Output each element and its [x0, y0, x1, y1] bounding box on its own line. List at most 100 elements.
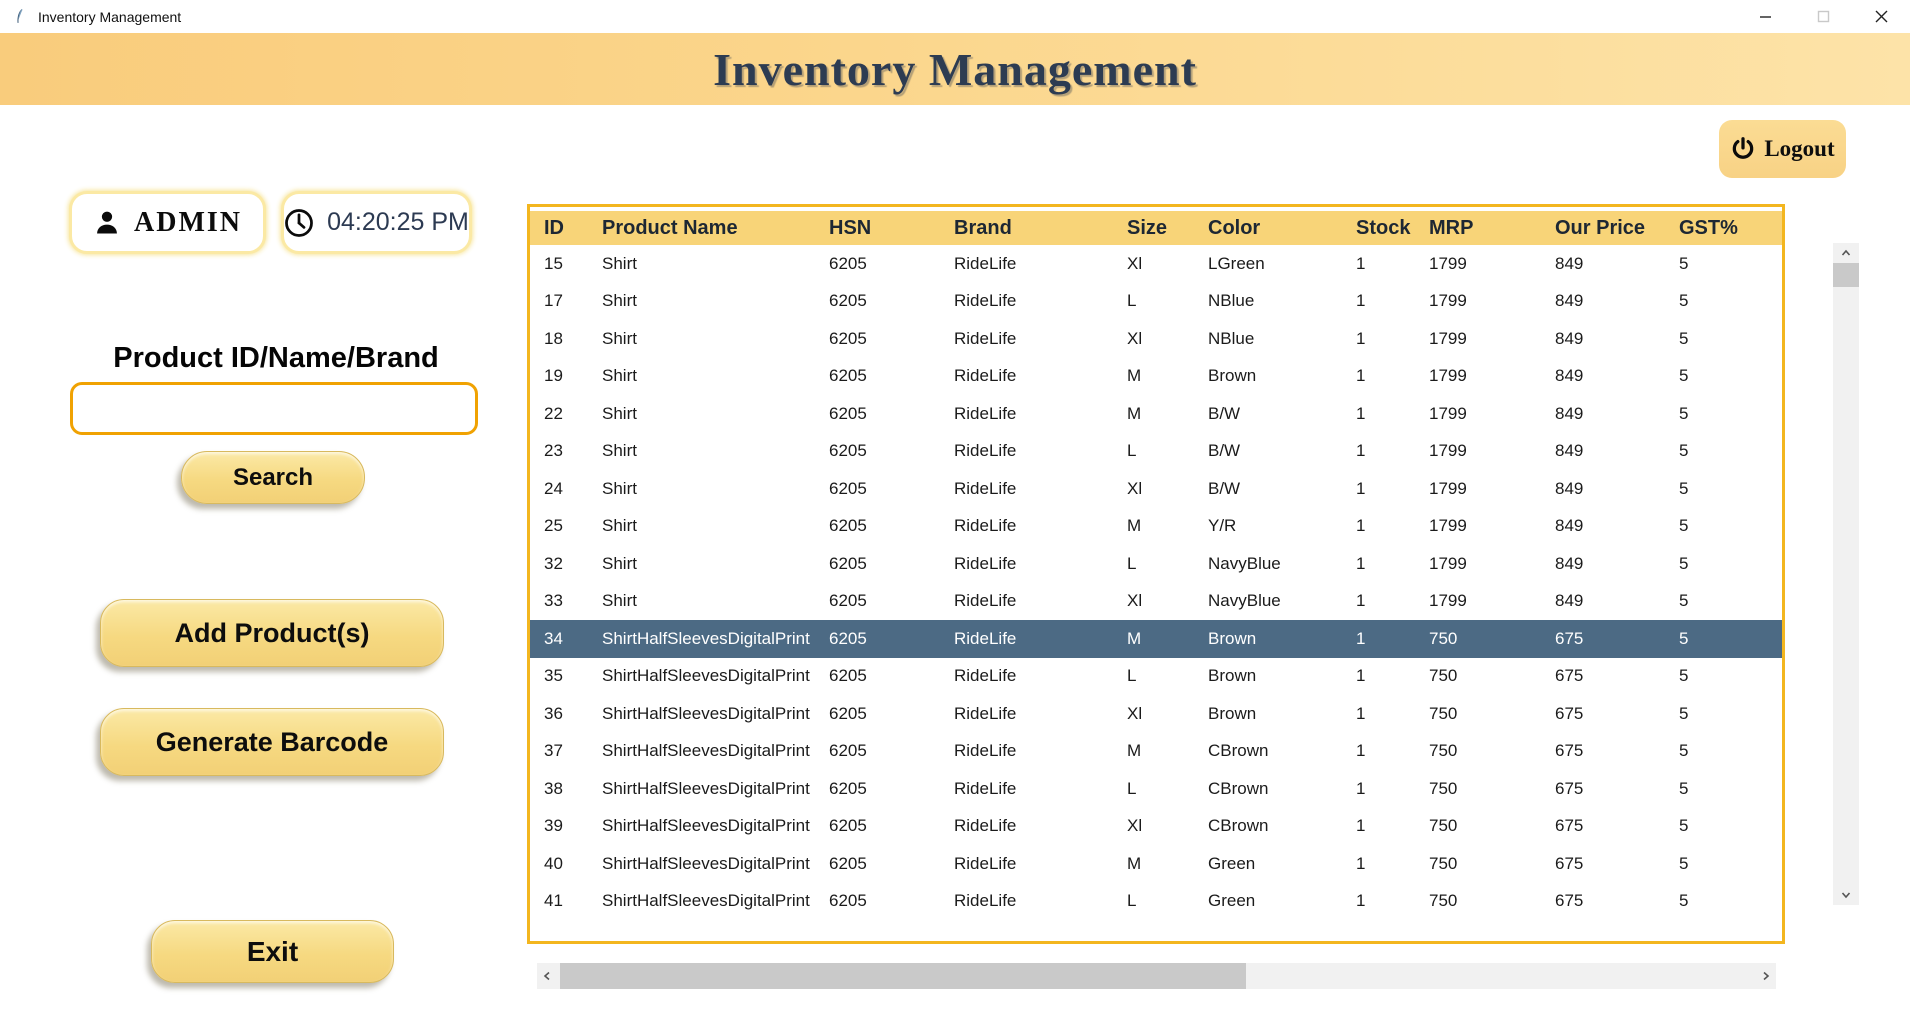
table-row[interactable]: 40 ShirtHalfSleevesDigitalPrint 6205 RideLi…	[530, 845, 1782, 883]
table-cell: RideLife	[954, 628, 1017, 648]
table-cell: 33	[544, 591, 563, 611]
table-cell: 1	[1356, 703, 1366, 723]
table-cell: 849	[1555, 553, 1584, 573]
search-input[interactable]	[70, 382, 478, 435]
table-row[interactable]: 35 ShirtHalfSleevesDigitalPrint 6205 RideLi…	[530, 657, 1782, 695]
table-cell: 1	[1356, 891, 1366, 911]
logout-button[interactable]: Logout	[1719, 120, 1846, 178]
table-row[interactable]: 38 ShirtHalfSleevesDigitalPrint 6205 RideLi…	[530, 770, 1782, 808]
table-row[interactable]: 24 Shirt 6205 RideLife Xl B/W 1 1799 849 5	[530, 470, 1782, 508]
scroll-right-icon[interactable]	[1756, 963, 1776, 989]
table-cell: 675	[1555, 853, 1584, 873]
table-cell: 40	[544, 853, 563, 873]
table-row[interactable]: 25 Shirt 6205 RideLife M Y/R 1 1799 849 5	[530, 507, 1782, 545]
table-cell: 849	[1555, 403, 1584, 423]
table-row[interactable]: 18 Shirt 6205 RideLife Xl NBlue 1 1799 849 5	[530, 320, 1782, 358]
table-row[interactable]: 19 Shirt 6205 RideLife M Brown 1 1799 849 5	[530, 357, 1782, 395]
column-header: HSN	[829, 216, 872, 239]
table-cell: 5	[1679, 591, 1689, 611]
add-products-button[interactable]: Add Product(s)	[100, 599, 444, 667]
table-cell: 750	[1429, 778, 1458, 798]
table-cell: Shirt	[602, 553, 637, 573]
table-row[interactable]: 32 Shirt 6205 RideLife L NavyBlue 1 1799 849 5	[530, 545, 1782, 583]
table-cell: 675	[1555, 741, 1584, 761]
table-cell: Xl	[1127, 253, 1143, 273]
table-cell: 5	[1679, 553, 1689, 573]
table-row[interactable]: 22 Shirt 6205 RideLife M B/W 1 1799 849 5	[530, 395, 1782, 433]
table-cell: 17	[544, 291, 563, 311]
table-cell: 1	[1356, 366, 1366, 386]
table-cell: RideLife	[954, 553, 1017, 573]
table-cell: M	[1127, 853, 1142, 873]
table-cell: B/W	[1208, 478, 1241, 498]
table-cell: RideLife	[954, 253, 1017, 273]
maximize-button[interactable]	[1794, 0, 1852, 33]
table-cell: 5	[1679, 853, 1689, 873]
table-cell: 849	[1555, 366, 1584, 386]
table-cell: 5	[1679, 366, 1689, 386]
table-row[interactable]: 37 ShirtHalfSleevesDigitalPrint 6205 RideLi…	[530, 732, 1782, 770]
table-cell: 41	[544, 891, 563, 911]
table-cell: 750	[1429, 853, 1458, 873]
table-cell: CBrown	[1208, 778, 1269, 798]
table-cell: RideLife	[954, 516, 1017, 536]
table-cell: 5	[1679, 816, 1689, 836]
table-cell: 6205	[829, 666, 867, 686]
table-cell: 37	[544, 741, 563, 761]
column-header: MRP	[1429, 216, 1474, 239]
table-row-selected[interactable]: 34 ShirtHalfSleevesDigitalPrint 6205 RideLi…	[530, 620, 1782, 658]
table-cell: Shirt	[602, 591, 637, 611]
table-row[interactable]: 15 Shirt 6205 RideLife Xl LGreen 1 1799 849 5	[530, 245, 1782, 283]
table-cell: 750	[1429, 741, 1458, 761]
vertical-scrollbar[interactable]	[1833, 243, 1859, 905]
table-cell: 750	[1429, 816, 1458, 836]
table-cell: 6205	[829, 291, 867, 311]
table-cell: LGreen	[1208, 253, 1265, 273]
table-cell: M	[1127, 741, 1142, 761]
table-cell: 24	[544, 478, 563, 498]
exit-button[interactable]: Exit	[151, 920, 394, 983]
search-button[interactable]: Search	[181, 451, 365, 504]
table-cell: 5	[1679, 628, 1689, 648]
table-row[interactable]: 41 ShirtHalfSleevesDigitalPrint 6205 RideLi…	[530, 882, 1782, 920]
table-row[interactable]: 36 ShirtHalfSleevesDigitalPrint 6205 RideLi…	[530, 695, 1782, 733]
generate-barcode-button[interactable]: Generate Barcode	[100, 708, 444, 776]
table-row[interactable]: 23 Shirt 6205 RideLife L B/W 1 1799 849 5	[530, 432, 1782, 470]
column-header: Product Name	[602, 216, 738, 239]
horizontal-scrollbar[interactable]	[537, 963, 1776, 989]
table-cell: 849	[1555, 253, 1584, 273]
table-cell: 750	[1429, 891, 1458, 911]
scroll-up-icon[interactable]	[1833, 243, 1859, 263]
minimize-button[interactable]	[1736, 0, 1794, 33]
table-cell: 6205	[829, 891, 867, 911]
column-header: Size	[1127, 216, 1168, 239]
table-cell: 36	[544, 703, 563, 723]
table-cell: 5	[1679, 328, 1689, 348]
scroll-down-icon[interactable]	[1833, 885, 1859, 905]
table-cell: 6205	[829, 816, 867, 836]
table-cell: Shirt	[602, 516, 637, 536]
table-cell: 1799	[1429, 291, 1467, 311]
column-header: GST%	[1679, 216, 1738, 239]
table-cell: 675	[1555, 891, 1584, 911]
search-label: Product ID/Name/Brand	[113, 342, 439, 374]
scroll-left-icon[interactable]	[537, 963, 557, 989]
table-cell: Shirt	[602, 328, 637, 348]
table-cell: ShirtHalfSleevesDigitalPrint	[602, 853, 810, 873]
table-cell: NavyBlue	[1208, 591, 1281, 611]
table-cell: Xl	[1127, 478, 1143, 498]
close-button[interactable]	[1852, 0, 1910, 33]
table-row[interactable]: 39 ShirtHalfSleevesDigitalPrint 6205 RideLi…	[530, 807, 1782, 845]
window-titlebar: Inventory Management	[0, 0, 1910, 33]
table-row[interactable]: 33 Shirt 6205 RideLife Xl NavyBlue 1 1799 849 5	[530, 582, 1782, 620]
table-cell: 32	[544, 553, 563, 573]
vertical-scroll-thumb[interactable]	[1833, 263, 1859, 287]
clock-badge: 04:20:25 PM	[281, 191, 472, 254]
horizontal-scroll-thumb[interactable]	[560, 963, 1246, 989]
table-cell: 1	[1356, 666, 1366, 686]
table-cell: Xl	[1127, 703, 1143, 723]
table-cell: 1799	[1429, 253, 1467, 273]
table-cell: 15	[544, 253, 563, 273]
table-cell: Brown	[1208, 366, 1257, 386]
table-row[interactable]: 17 Shirt 6205 RideLife L NBlue 1 1799 849 5	[530, 282, 1782, 320]
